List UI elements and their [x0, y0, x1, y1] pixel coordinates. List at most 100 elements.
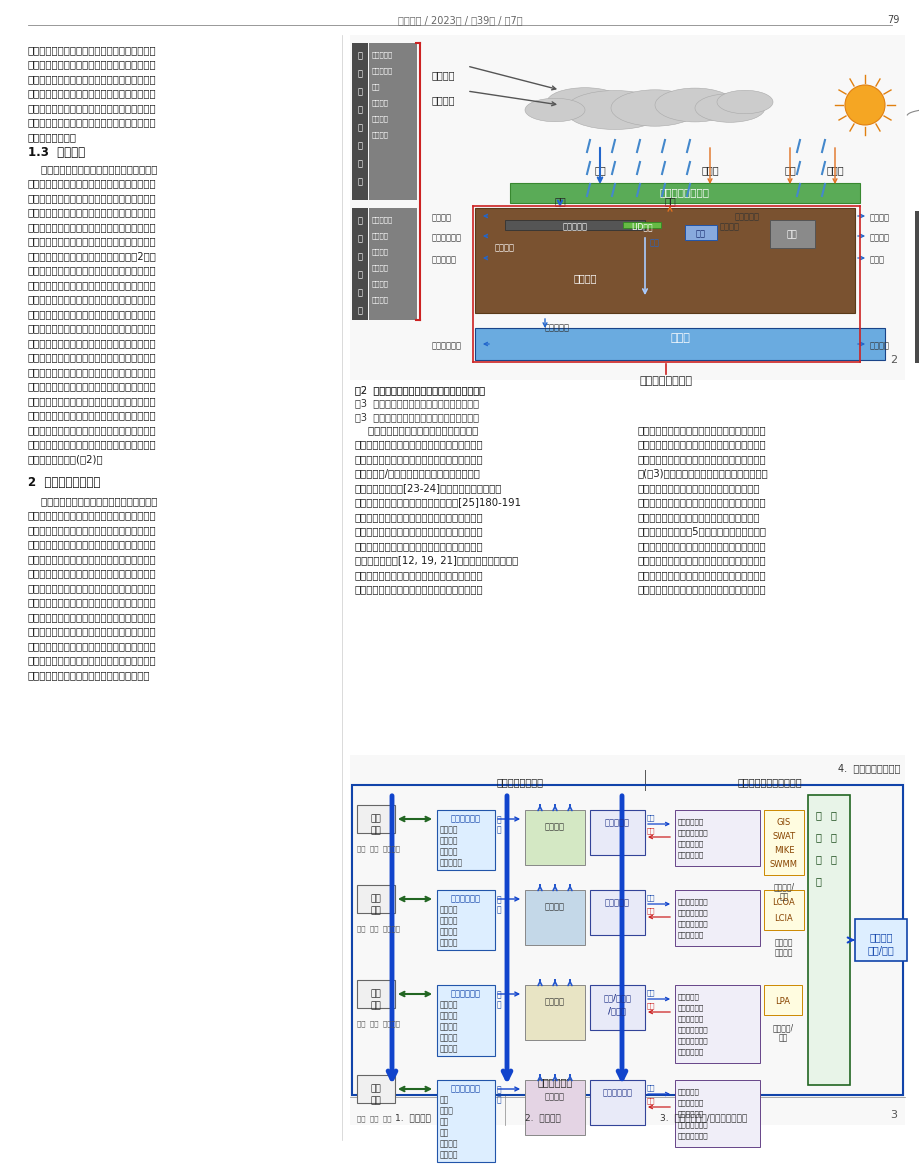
Text: 径流总量削减: 径流总量削减 [677, 1099, 703, 1106]
Text: /排水区: /排水区 [607, 1006, 626, 1015]
Text: 2  景观水文研究框架: 2 景观水文研究框架 [28, 476, 100, 489]
Text: 上游建筑、: 上游建筑、 [371, 216, 392, 222]
Text: 水绿格局规划: 水绿格局规划 [450, 814, 481, 822]
Text: 人居环境改善: 人居环境改善 [677, 1048, 703, 1055]
Text: 基于此，景观水文研究应形成一套双向关: 基于此，景观水文研究应形成一套双向关 [355, 425, 478, 435]
Text: 降水: 降水 [594, 165, 606, 175]
Ellipse shape [716, 90, 772, 114]
Bar [474, 328, 884, 360]
Text: 格局: 格局 [370, 826, 381, 835]
Text: 中国园林 / 2023年 / 第39卷 / 第7期: 中国园林 / 2023年 / 第39卷 / 第7期 [397, 15, 522, 25]
Text: 补充地下水: 补充地下水 [544, 323, 570, 333]
Text: 的技术手段全过程贯穿景观水文研究与实践。: 的技术手段全过程贯穿景观水文研究与实践。 [28, 670, 151, 680]
Text: 河湖水体: 河湖水体 [439, 1010, 458, 1020]
Text: 反馈: 反馈 [646, 1097, 654, 1103]
Text: 其研究区或汇水区以外的其他环境要素，与内部: 其研究区或汇水区以外的其他环境要素，与内部 [28, 338, 156, 348]
Text: 境: 境 [357, 270, 362, 278]
Text: 道路及管: 道路及管 [371, 231, 389, 239]
Text: 人工干预等: 人工干预等 [371, 67, 392, 74]
Text: 绿地植被冠层截流: 绿地植被冠层截流 [659, 187, 709, 197]
Bar [589, 1080, 644, 1124]
Bar [352, 208, 368, 320]
Text: 素: 素 [357, 306, 362, 315]
Text: 单元: 单元 [370, 1001, 381, 1010]
Bar [525, 810, 584, 865]
Text: 引: 引 [496, 1000, 501, 1009]
Text: 外: 外 [357, 51, 362, 60]
Text: 气: 气 [357, 123, 362, 132]
Text: 标: 标 [814, 854, 820, 864]
Text: 2: 2 [889, 355, 896, 365]
Text: 景观水文响应: 景观水文响应 [537, 1077, 572, 1087]
Text: 单元: 单元 [370, 1096, 381, 1104]
Text: 外部壤中流: 外部壤中流 [432, 255, 457, 264]
Text: LPA: LPA [775, 998, 789, 1006]
Bar [763, 889, 803, 929]
Text: 要素和竖向、植被、土壤等客观环境要素，也包: 要素和竖向、植被、土壤等客观环境要素，也包 [28, 193, 156, 203]
Bar [369, 43, 416, 200]
Text: 雨水资源化利用: 雨水资源化利用 [677, 1026, 708, 1033]
Text: 景观: 景观 [370, 989, 381, 998]
Text: 体系、全过程定量的景观水文规划设计循证流: 体系、全过程定量的景观水文规划设计循证流 [637, 483, 760, 493]
Text: 筑、道路、市政雨水管网等影响水文效应的灰色: 筑、道路、市政雨水管网等影响水文效应的灰色 [28, 222, 156, 231]
Text: 水安全风险管控: 水安全风险管控 [677, 830, 708, 835]
Text: 间尺度的绿地、水体、绿色雨洪设施等涉水景观: 间尺度的绿地、水体、绿色雨洪设施等涉水景观 [28, 179, 156, 188]
Ellipse shape [610, 89, 698, 126]
Text: 光照: 光照 [783, 165, 795, 175]
Text: 水绿格局调控: 水绿格局调控 [677, 851, 703, 858]
Bar [622, 222, 660, 228]
Text: 景观细部设计: 景观细部设计 [450, 1085, 481, 1093]
Text: 水文过程存在间接的相互影响关系，具有一定的: 水文过程存在间接的相互影响关系，具有一定的 [28, 352, 156, 362]
Text: 灰色系统: 灰色系统 [439, 938, 458, 947]
Text: 图3  多尺度构成的建成环境景观水文研究框架: 图3 多尺度构成的建成环境景观水文研究框架 [355, 398, 479, 408]
Text: 因: 因 [357, 159, 362, 168]
Text: 水域格局: 水域格局 [439, 847, 458, 857]
Text: 水文外部对象主要包括外部环境要素和客观气候: 水文外部对象主要包括外部环境要素和客观气候 [28, 309, 156, 318]
Text: 3.  景观水文效应/效益分析与评价: 3. 景观水文效应/效益分析与评价 [659, 1113, 746, 1122]
Text: 系统: 系统 [370, 906, 381, 915]
Text: 反馈: 反馈 [646, 907, 654, 914]
Text: 城镇小流域: 城镇小流域 [605, 818, 630, 827]
Text: GIS: GIS [776, 818, 790, 827]
Text: 及存在于主体内部空间范围的涉水景观要素和客: 及存在于主体内部空间范围的涉水景观要素和客 [28, 280, 156, 290]
Text: 水利设施: 水利设施 [720, 222, 739, 231]
Text: 场地汇水单元: 场地汇水单元 [602, 1088, 632, 1097]
Bar [357, 885, 394, 913]
Text: 解人为干预引起的水文负效应，优化建成环境景: 解人为干预引起的水文负效应，优化建成环境景 [28, 612, 156, 622]
Text: 公园绿地: 公园绿地 [439, 1000, 458, 1009]
Bar [854, 919, 906, 961]
Text: 景观: 景观 [370, 894, 381, 904]
Text: 景观水文响应机制、景观水文规划设计方法、景: 景观水文响应机制、景观水文规划设计方法、景 [355, 454, 483, 464]
Text: 相对性。外部客观气候因素主要包括降水、温湿: 相对性。外部客观气候因素主要包括降水、温湿 [28, 367, 156, 377]
Text: 架(图3)，包括多目标集成的景观水文研究目标: 架(图3)，包括多目标集成的景观水文研究目标 [637, 469, 768, 478]
Bar [589, 985, 644, 1030]
Text: 水景设施: 水景设施 [439, 1139, 458, 1148]
Text: 水景观、海绵城市及相关数字景观技术等领域的: 水景观、海绵城市及相关数字景观技术等领域的 [355, 584, 483, 595]
Bar [763, 810, 803, 875]
Text: 建了多尺度响应的建成环境景观水文研究总体框: 建了多尺度响应的建成环境景观水文研究总体框 [637, 454, 766, 464]
Text: 风景环境: 风景环境 [439, 905, 458, 914]
Bar [352, 785, 902, 1095]
Text: 景观: 景观 [370, 1085, 381, 1093]
Bar [357, 805, 394, 833]
Text: 79: 79 [887, 15, 899, 25]
Text: 自然本底保护: 自然本底保护 [677, 818, 703, 825]
Text: 统在空间上的排列组合，如绿地格局、水格局、: 统在空间上的排列组合，如绿地格局、水格局、 [28, 118, 156, 128]
Ellipse shape [547, 88, 622, 116]
Text: 反馈与管理过程，数字化方法和技术应作为重要: 反馈与管理过程，数字化方法和技术应作为重要 [28, 656, 156, 665]
Text: 景观水文是一个综合的概念，须以多学科理: 景观水文是一个综合的概念，须以多学科理 [28, 496, 157, 506]
Text: 指引: 指引 [646, 989, 654, 995]
Bar [437, 1080, 494, 1162]
Text: 径流污染削减: 径流污染削减 [677, 1015, 703, 1021]
Text: 目: 目 [814, 832, 820, 842]
Text: 管网径流: 管网径流 [494, 243, 515, 251]
Bar [352, 43, 368, 200]
Bar [474, 208, 854, 313]
Text: 效应/效益: 效应/效益 [867, 945, 893, 955]
Bar [769, 220, 814, 248]
Text: 3: 3 [889, 1110, 896, 1120]
Text: 植被: 植被 [439, 1095, 448, 1104]
Ellipse shape [694, 94, 765, 122]
Text: 成本效益
环境影响: 成本效益 环境影响 [774, 938, 792, 958]
Text: 策: 策 [829, 854, 835, 864]
